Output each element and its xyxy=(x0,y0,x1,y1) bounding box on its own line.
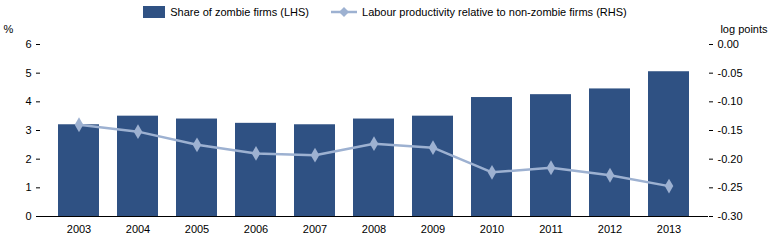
svg-text:2: 2 xyxy=(25,153,31,165)
svg-text:2006: 2006 xyxy=(244,223,268,235)
svg-text:1: 1 xyxy=(25,181,31,193)
svg-text:3: 3 xyxy=(25,124,31,136)
svg-text:2003: 2003 xyxy=(67,223,91,235)
svg-text:-0.10: -0.10 xyxy=(718,95,743,107)
svg-text:4: 4 xyxy=(25,95,31,107)
svg-text:-0.20: -0.20 xyxy=(718,153,743,165)
svg-text:2013: 2013 xyxy=(657,223,681,235)
svg-text:-0.30: -0.30 xyxy=(718,210,743,222)
svg-text:-0.05: -0.05 xyxy=(718,67,743,79)
svg-text:2008: 2008 xyxy=(362,223,386,235)
svg-text:2012: 2012 xyxy=(598,223,622,235)
svg-text:5: 5 xyxy=(25,67,31,79)
svg-text:-0.25: -0.25 xyxy=(718,181,743,193)
svg-text:2004: 2004 xyxy=(126,223,150,235)
svg-text:-0.15: -0.15 xyxy=(718,124,743,136)
svg-text:2009: 2009 xyxy=(421,223,445,235)
svg-text:0: 0 xyxy=(25,210,31,222)
svg-text:2005: 2005 xyxy=(185,223,209,235)
svg-text:2010: 2010 xyxy=(480,223,504,235)
svg-text:%: % xyxy=(4,23,14,35)
svg-text:log points: log points xyxy=(720,23,768,35)
html-text:Share of zombie firms (LHS): Share of zombie firms (LHS) xyxy=(170,6,309,18)
svg-text:2011: 2011 xyxy=(539,223,563,235)
svg-text:0.00: 0.00 xyxy=(718,38,739,50)
svg-text:2007: 2007 xyxy=(303,223,327,235)
svg-text:6: 6 xyxy=(25,38,31,50)
html-text:Labour productivity relative t: Labour productivity relative to non-zomb… xyxy=(362,6,627,18)
